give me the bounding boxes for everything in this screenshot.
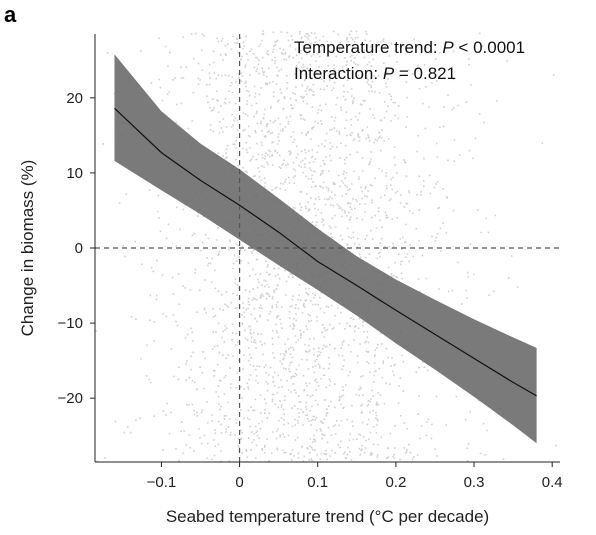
y-tick-label: 20 bbox=[66, 90, 83, 107]
panel-label: a bbox=[4, 2, 17, 27]
significance-annotation: Interaction: P = 0.821 bbox=[294, 64, 456, 83]
x-tick-label: 0.4 bbox=[542, 474, 563, 491]
fitted-line bbox=[114, 107, 537, 397]
x-tick-label: 0 bbox=[235, 474, 243, 491]
x-tick-label: 0.1 bbox=[307, 474, 328, 491]
y-tick-label: −20 bbox=[58, 390, 83, 407]
y-tick-label: 10 bbox=[66, 165, 83, 182]
significance-annotation: Temperature trend: P < 0.0001 bbox=[294, 38, 525, 57]
x-tick-label: −0.1 bbox=[147, 474, 177, 491]
y-axis-title: Change in biomass (%) bbox=[18, 160, 37, 337]
y-tick-label: −10 bbox=[58, 315, 83, 332]
confidence-band bbox=[114, 54, 537, 444]
x-axis-title: Seabed temperature trend (°C per decade) bbox=[166, 507, 489, 526]
x-tick-label: 0.2 bbox=[385, 474, 406, 491]
x-tick-label: 0.3 bbox=[464, 474, 485, 491]
y-tick-label: 0 bbox=[75, 240, 83, 257]
